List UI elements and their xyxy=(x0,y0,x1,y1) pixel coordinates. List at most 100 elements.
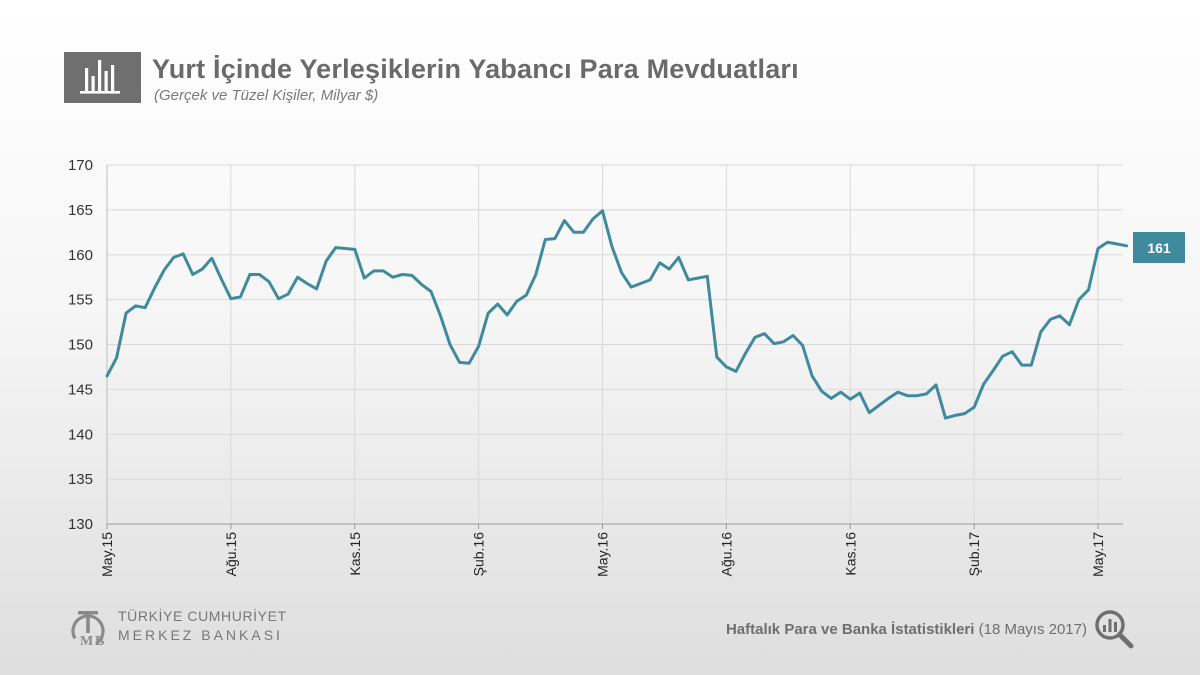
data-point xyxy=(563,219,565,221)
data-point xyxy=(620,272,622,274)
data-point xyxy=(1040,331,1042,333)
data-point xyxy=(659,262,661,264)
x-tick-label: Kas.16 xyxy=(842,532,858,576)
data-point xyxy=(811,375,813,377)
x-tick-label: Ağu.16 xyxy=(718,532,734,577)
data-point xyxy=(763,333,765,335)
data-point xyxy=(887,397,889,399)
data-point xyxy=(878,404,880,406)
data-point xyxy=(258,273,260,275)
data-point xyxy=(992,369,994,371)
data-point xyxy=(115,357,117,359)
data-point xyxy=(1097,247,1099,249)
data-point xyxy=(906,395,908,397)
data-point xyxy=(296,276,298,278)
data-point xyxy=(287,293,289,295)
data-point xyxy=(153,287,155,289)
data-point xyxy=(697,277,699,279)
data-point xyxy=(363,277,365,279)
data-point xyxy=(192,273,194,275)
data-point xyxy=(173,256,175,258)
tcmb-emblem-icon: M B xyxy=(71,611,105,649)
svg-text:M: M xyxy=(80,634,93,649)
y-tick-label: 165 xyxy=(68,202,93,219)
source-note: Haftalık Para ve Banka İstatistikleri (1… xyxy=(726,621,1087,638)
y-tick-label: 170 xyxy=(68,157,93,174)
data-point xyxy=(1049,318,1051,320)
data-point xyxy=(487,312,489,314)
data-point xyxy=(211,257,213,259)
data-point xyxy=(239,296,241,298)
data-point xyxy=(1021,364,1023,366)
data-point xyxy=(821,390,823,392)
data-point xyxy=(944,417,946,419)
magnifier-chart-icon xyxy=(1093,608,1135,650)
data-point xyxy=(782,341,784,343)
data-point xyxy=(735,370,737,372)
data-point xyxy=(1068,324,1070,326)
data-point xyxy=(582,231,584,233)
data-point xyxy=(1106,241,1108,243)
data-point xyxy=(925,393,927,395)
chart-subtitle: (Gerçek ve Tüzel Kişiler, Milyar $) xyxy=(154,87,379,104)
data-point xyxy=(668,268,670,270)
data-point xyxy=(754,336,756,338)
data-point xyxy=(373,270,375,272)
data-point xyxy=(497,303,499,305)
data-point xyxy=(868,412,870,414)
x-tick-label: May.17 xyxy=(1090,532,1106,577)
data-point xyxy=(392,276,394,278)
data-point xyxy=(411,274,413,276)
data-point xyxy=(849,398,851,400)
y-tick-label: 140 xyxy=(68,426,93,443)
data-point xyxy=(249,273,251,275)
data-point xyxy=(449,343,451,345)
data-point xyxy=(125,312,127,314)
data-point xyxy=(744,352,746,354)
data-point xyxy=(1011,351,1013,353)
data-point xyxy=(649,279,651,281)
data-point xyxy=(1116,243,1118,245)
source-date: (18 Mayıs 2017) xyxy=(974,621,1087,638)
series xyxy=(105,209,1129,420)
data-point xyxy=(725,366,727,368)
data-point xyxy=(611,246,613,248)
data-point xyxy=(859,392,861,394)
x-tick-label: Şub.16 xyxy=(471,532,487,577)
x-tick-label: May.15 xyxy=(99,532,115,577)
data-point xyxy=(592,218,594,220)
y-tick-label: 130 xyxy=(68,516,93,533)
data-point xyxy=(516,300,518,302)
data-point xyxy=(897,391,899,393)
data-point xyxy=(277,298,279,300)
series-line xyxy=(105,209,1129,420)
data-point xyxy=(335,246,337,248)
data-point xyxy=(325,260,327,262)
logo-text-line2: MERKEZ BANKASI xyxy=(118,627,283,643)
data-point xyxy=(144,307,146,309)
data-point xyxy=(630,286,632,288)
data-point xyxy=(268,281,270,283)
data-point xyxy=(792,334,794,336)
data-point xyxy=(430,290,432,292)
logo-text-line1: TÜRKİYE CUMHURİYET xyxy=(118,608,287,624)
data-point xyxy=(220,278,222,280)
data-point xyxy=(963,412,965,414)
data-point xyxy=(420,283,422,285)
data-point xyxy=(983,383,985,385)
y-tick-label: 160 xyxy=(68,247,93,264)
data-point xyxy=(1125,245,1127,247)
data-point xyxy=(401,273,403,275)
data-point xyxy=(477,345,479,347)
bar-chart-icon xyxy=(64,52,141,103)
data-point xyxy=(639,282,641,284)
x-tick-label: Ağu.15 xyxy=(223,532,239,577)
data-point xyxy=(1078,298,1080,300)
source-title: Haftalık Para ve Banka İstatistikleri xyxy=(725,621,975,638)
data-point xyxy=(134,305,136,307)
data-point xyxy=(201,268,203,270)
tcmb-logo: M B TÜRKİYE CUMHURİYET MERKEZ BANKASI xyxy=(66,605,296,655)
x-tick-label: Kas.15 xyxy=(347,532,363,576)
y-tick-label: 145 xyxy=(68,381,93,398)
